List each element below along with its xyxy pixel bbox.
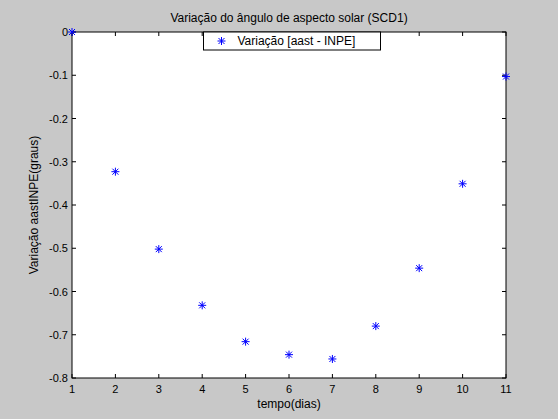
plot-frame xyxy=(72,32,506,378)
y-tick xyxy=(72,118,76,119)
y-tick xyxy=(72,161,76,162)
x-tick-label: 5 xyxy=(243,383,249,395)
legend-label: Variação [aast - INPE] xyxy=(238,34,356,48)
legend: Variação [aast - INPE] xyxy=(204,32,381,50)
marker-stroke xyxy=(416,265,422,271)
marker-stroke xyxy=(199,302,205,308)
marker-stroke xyxy=(503,74,509,80)
x-tick xyxy=(158,374,159,378)
plot-area xyxy=(72,32,506,378)
marker-stroke xyxy=(373,323,379,329)
y-tick xyxy=(72,291,76,292)
marker-stroke xyxy=(373,323,379,329)
x-tick-label: 7 xyxy=(329,383,335,395)
x-tick xyxy=(375,374,376,378)
y-tick xyxy=(72,205,76,206)
marker-stroke xyxy=(69,29,75,35)
marker-stroke xyxy=(112,169,118,175)
data-point xyxy=(372,322,380,330)
x-tick xyxy=(462,32,463,36)
data-point xyxy=(155,245,163,253)
marker-stroke xyxy=(112,169,118,175)
x-tick-label: 8 xyxy=(373,383,379,395)
data-point xyxy=(502,73,510,81)
x-tick xyxy=(158,32,159,36)
data-point xyxy=(415,264,423,272)
x-tick xyxy=(202,374,203,378)
marker-stroke xyxy=(156,246,162,252)
y-tick-label: -0.5 xyxy=(49,242,68,254)
marker-stroke xyxy=(243,339,249,345)
data-point xyxy=(285,351,293,359)
x-tick-label: 9 xyxy=(416,383,422,395)
y-tick xyxy=(502,334,506,335)
x-tick-label: 6 xyxy=(286,383,292,395)
data-point xyxy=(328,355,336,363)
y-tick-label: -0.6 xyxy=(49,286,68,298)
title: Variação do ângulo de aspecto solar (SCD… xyxy=(170,11,407,25)
marker-stroke xyxy=(286,352,292,358)
y-tick xyxy=(502,161,506,162)
y-tick-label: -0.1 xyxy=(49,69,68,81)
marker-stroke xyxy=(69,29,75,35)
x-tick-label: 2 xyxy=(112,383,118,395)
data-point xyxy=(198,301,206,309)
y-tick-label: -0.7 xyxy=(49,329,68,341)
x-tick-label: 3 xyxy=(156,383,162,395)
marker-stroke xyxy=(416,265,422,271)
legend-marker xyxy=(218,37,226,45)
y-tick xyxy=(502,248,506,249)
background xyxy=(0,0,558,419)
marker-stroke xyxy=(329,356,335,362)
x-tick xyxy=(202,32,203,36)
x-tick xyxy=(462,374,463,378)
marker-stroke xyxy=(219,38,225,44)
x-tick xyxy=(419,32,420,36)
marker-stroke xyxy=(219,38,225,44)
x-tick xyxy=(289,374,290,378)
x-tick-label: 11 xyxy=(500,383,511,395)
y-tick-label: -0.2 xyxy=(49,113,68,125)
x-tick xyxy=(332,374,333,378)
y-tick xyxy=(502,205,506,206)
y-tick xyxy=(502,291,506,292)
y-tick xyxy=(72,75,76,76)
y-tick-label: -0.8 xyxy=(49,372,68,384)
x-tick-label: 1 xyxy=(69,383,75,395)
y-tick xyxy=(502,118,506,119)
x-tick xyxy=(115,374,116,378)
marker-stroke xyxy=(460,181,466,187)
marker-stroke xyxy=(199,302,205,308)
legend-box xyxy=(204,32,381,50)
data-point xyxy=(111,168,119,176)
data-point xyxy=(459,180,467,188)
x-axis-label: tempo(dias) xyxy=(257,397,320,411)
x-tick xyxy=(245,374,246,378)
data-point xyxy=(68,28,76,36)
marker-stroke xyxy=(503,74,509,80)
x-tick xyxy=(115,32,116,36)
x-tick-label: 4 xyxy=(199,383,205,395)
x-tick-label: 10 xyxy=(456,383,468,395)
marker-stroke xyxy=(329,356,335,362)
y-axis-label: Variação aastINPE(graus) xyxy=(27,136,41,275)
y-tick-label: 0 xyxy=(62,26,68,38)
data-point xyxy=(242,338,250,346)
chart: 1 2 3 4 5 6 7 8 9 10 11 -0.8 -0.7 -0.6 -0.5 -0.4 -0.3 -0.… xyxy=(0,0,558,419)
x-tick xyxy=(419,374,420,378)
marker-stroke xyxy=(243,339,249,345)
marker-stroke xyxy=(460,181,466,187)
marker-stroke xyxy=(286,352,292,358)
y-tick xyxy=(72,334,76,335)
marker-stroke xyxy=(156,246,162,252)
y-tick xyxy=(72,248,76,249)
data-group xyxy=(68,28,510,363)
y-tick-label: -0.3 xyxy=(49,156,68,168)
y-tick-label: -0.4 xyxy=(49,199,68,211)
